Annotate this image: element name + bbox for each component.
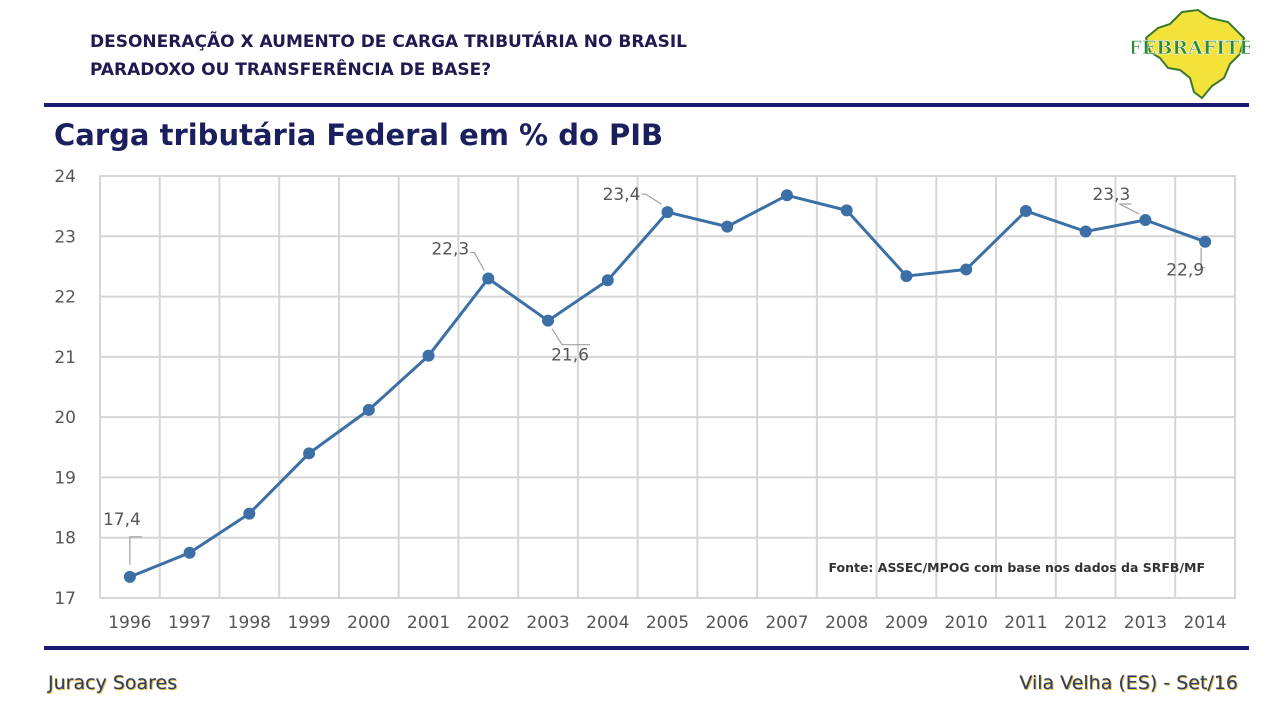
- x-tick-label: 2009: [885, 613, 928, 633]
- data-label: 22,3: [431, 239, 469, 259]
- x-tick-label: 2006: [706, 613, 749, 633]
- x-tick-label: 2003: [526, 613, 569, 633]
- x-tick-label: 2011: [1004, 613, 1047, 633]
- data-point: [422, 349, 435, 362]
- logo-text: FEBRAFITE: [1132, 37, 1250, 59]
- x-tick-label: 2014: [1183, 613, 1226, 633]
- data-point: [243, 507, 256, 520]
- data-point: [900, 270, 913, 283]
- data-point: [482, 272, 495, 285]
- data-label: 21,6: [551, 346, 589, 366]
- x-tick-label: 2004: [586, 613, 629, 633]
- plot-area: [99, 175, 1236, 599]
- footer-location-date: Vila Velha (ES) - Set/16: [1019, 672, 1238, 694]
- x-tick-label: 2005: [646, 613, 689, 633]
- data-point: [840, 204, 853, 217]
- y-tick-label: 20: [54, 408, 76, 428]
- x-tick-label: 1996: [108, 613, 151, 633]
- data-annotations: 17,4 22,3 21,6 23,4 23,3 22,9: [103, 185, 1206, 565]
- brazil-map-icon: [1144, 8, 1246, 100]
- data-point: [1079, 225, 1092, 238]
- data-point: [542, 314, 555, 327]
- data-point: [601, 274, 614, 287]
- data-point: [1199, 235, 1212, 248]
- data-point: [183, 546, 196, 559]
- data-label: 23,3: [1092, 185, 1130, 205]
- presentation-header: DESONERAÇÃO X AUMENTO DE CARGA TRIBUTÁRI…: [90, 28, 687, 84]
- x-tick-label: 1998: [228, 613, 271, 633]
- data-point: [721, 220, 734, 233]
- y-axis-ticks: 17 18 19 20 21 22 23 24: [54, 167, 76, 609]
- data-point: [1019, 204, 1032, 217]
- header-line-2: PARADOXO OU TRANSFERÊNCIA DE BASE?: [90, 60, 492, 80]
- annotation-leader: [1200, 247, 1206, 269]
- y-tick-label: 22: [54, 288, 76, 308]
- data-label: 22,9: [1166, 261, 1204, 281]
- x-tick-label: 1999: [287, 613, 330, 633]
- slide-title: Carga tributária Federal em % do PIB: [54, 118, 664, 152]
- y-tick-label: 23: [54, 227, 76, 247]
- annotation-leader: [551, 328, 591, 346]
- data-point: [1139, 214, 1152, 227]
- y-tick-label: 24: [54, 167, 76, 187]
- data-point: [123, 570, 136, 583]
- chart-source-note: Fonte: ASSEC/MPOG com base nos dados da …: [828, 560, 1205, 575]
- footer-author: Juracy Soares: [48, 672, 178, 694]
- data-point: [960, 263, 973, 276]
- top-divider: [44, 103, 1249, 107]
- chart-grid: [99, 175, 1236, 599]
- data-label: 17,4: [103, 510, 141, 530]
- bottom-divider: [44, 646, 1249, 650]
- x-tick-label: 2000: [347, 613, 390, 633]
- annotation-leader: [641, 193, 662, 205]
- x-tick-label: 2002: [467, 613, 510, 633]
- x-tick-label: 2007: [765, 613, 808, 633]
- data-label: 23,4: [603, 185, 641, 205]
- line-chart: 17 18 19 20 21 22 23 24 1996 1997 1998 1999 2000 200…: [54, 167, 1236, 633]
- data-point: [362, 403, 375, 416]
- x-tick-label: 2013: [1124, 613, 1167, 633]
- x-tick-label: 2001: [407, 613, 450, 633]
- y-tick-label: 19: [54, 468, 76, 488]
- febrafite-logo: FEBRAFITE: [1132, 8, 1250, 100]
- x-tick-label: 2010: [945, 613, 988, 633]
- y-tick-label: 21: [54, 348, 76, 368]
- x-tick-label: 1997: [168, 613, 211, 633]
- annotation-leader: [129, 536, 142, 565]
- y-tick-label: 18: [54, 529, 76, 549]
- data-point: [303, 447, 316, 460]
- x-tick-label: 2012: [1064, 613, 1107, 633]
- data-points: [123, 189, 1212, 583]
- x-tick-label: 2008: [825, 613, 868, 633]
- header-line-1: DESONERAÇÃO X AUMENTO DE CARGA TRIBUTÁRI…: [90, 32, 687, 52]
- data-point: [780, 189, 793, 202]
- x-axis-ticks: 1996 1997 1998 1999 2000 2001 2002 2003 2004 2005…: [108, 613, 1227, 633]
- data-point: [661, 206, 674, 219]
- annotation-leader: [470, 251, 485, 271]
- annotation-leader: [1119, 203, 1140, 215]
- y-tick-label: 17: [54, 589, 76, 609]
